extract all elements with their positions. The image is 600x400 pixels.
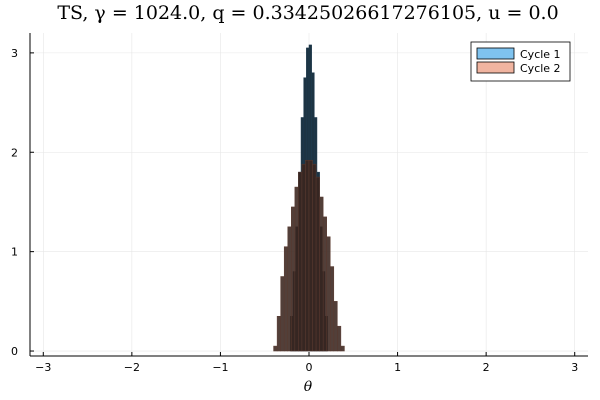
y-tick-label: 0 bbox=[11, 345, 18, 358]
histogram-bar-cycle-2 bbox=[333, 301, 338, 352]
x-tick-label: −2 bbox=[124, 361, 140, 374]
y-tick-label: 2 bbox=[11, 146, 18, 159]
x-tick-label: 2 bbox=[483, 361, 490, 374]
x-tick-label: −3 bbox=[35, 361, 51, 374]
legend-label-cycle-2: Cycle 2 bbox=[520, 62, 561, 75]
legend-swatch-cycle-2 bbox=[476, 61, 515, 74]
histogram-bar-cycle-2 bbox=[276, 315, 281, 352]
histogram-bar-cycle-2 bbox=[298, 171, 303, 352]
y-tick-label: 1 bbox=[11, 246, 18, 259]
x-tick-label: 1 bbox=[394, 361, 401, 374]
histogram-bar-cycle-2 bbox=[319, 196, 324, 352]
histogram-bar-cycle-2 bbox=[337, 325, 342, 352]
x-tick-label: −1 bbox=[212, 361, 228, 374]
histogram-bar-cycle-2 bbox=[301, 163, 306, 352]
histogram-bar-cycle-2 bbox=[315, 176, 320, 352]
histogram-bar-cycle-2 bbox=[273, 345, 278, 352]
histogram-bar-cycle-2 bbox=[308, 159, 313, 352]
y-tick-label: 3 bbox=[11, 47, 18, 60]
histogram-bar-cycle-2 bbox=[287, 226, 292, 352]
histogram-bar-cycle-2 bbox=[294, 186, 299, 352]
histogram-bar-cycle-2 bbox=[340, 345, 345, 352]
legend-swatch-cycle-1 bbox=[476, 47, 515, 60]
x-tick-label: 0 bbox=[306, 361, 313, 374]
histogram-bar-cycle-2 bbox=[330, 266, 335, 352]
histogram-bar-cycle-2 bbox=[280, 276, 285, 352]
legend: Cycle 1 Cycle 2 bbox=[470, 41, 571, 82]
x-tick-label: 3 bbox=[571, 361, 578, 374]
x-axis-label: θ bbox=[304, 379, 313, 395]
histogram-bar-cycle-2 bbox=[291, 206, 296, 352]
chart-title: TS, γ = 1024.0, q = 0.33425026617276105,… bbox=[57, 2, 558, 24]
x-ticks: −3 −2 −1 0 1 2 3 bbox=[35, 352, 578, 374]
histogram-bar-cycle-2 bbox=[305, 159, 310, 352]
series-cycle-2-bars bbox=[273, 159, 345, 352]
y-ticks: 0 1 2 3 bbox=[11, 47, 34, 358]
legend-label-cycle-1: Cycle 1 bbox=[520, 48, 561, 61]
histogram-bar-cycle-2 bbox=[326, 236, 331, 352]
histogram-bar-cycle-2 bbox=[312, 163, 317, 352]
histogram-bar-cycle-2 bbox=[283, 246, 288, 352]
histogram-bar-cycle-2 bbox=[322, 216, 327, 352]
